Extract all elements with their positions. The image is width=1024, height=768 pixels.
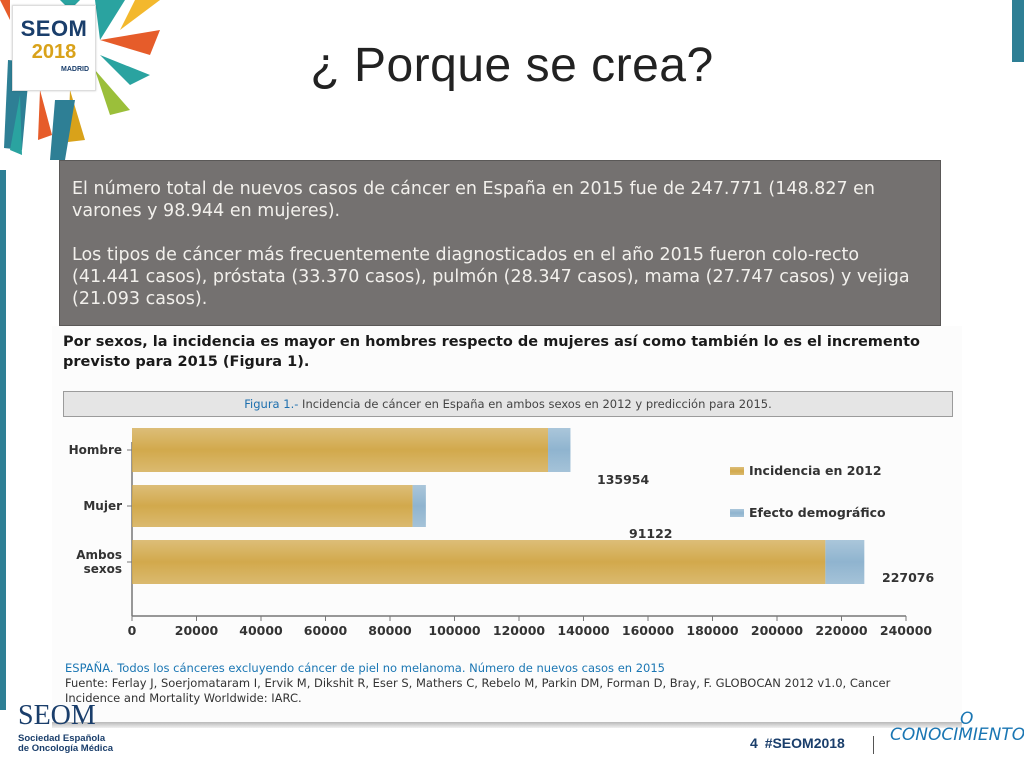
- bar-hombre-efecto-demografico: [548, 428, 571, 472]
- x-tick-label-40000: 40000: [239, 623, 283, 638]
- note-source-cont: Incidence and Mortality Worldwide: IARC.: [65, 691, 302, 705]
- logo-line-1: SEOM: [20, 16, 88, 41]
- category-label-hombre: Hombre: [69, 443, 122, 457]
- page-title: ¿ Porque se crea?: [310, 39, 714, 92]
- figure-caption-text: Incidencia de cáncer en España en ambos …: [302, 397, 772, 411]
- footer-org-name: Sociedad Española de Oncología Médica: [18, 734, 113, 754]
- incidence-bar-chart: Hombre Mujer Ambos sexos 135954 91122 227076 0 2…: [69, 428, 934, 638]
- bar-mujer-efecto-demografico: [412, 485, 426, 527]
- x-tick-label-0: 0: [128, 623, 137, 638]
- x-tick-label-140000: 140000: [557, 623, 609, 638]
- bar-ambos-sexos-incidencia-en-2012: [132, 540, 826, 584]
- hashtag: #SEOM2018: [764, 735, 845, 751]
- footer-org-name-line-2: de Oncología Médica: [18, 743, 114, 754]
- bar-mujer-incidencia-en-2012: [132, 485, 413, 527]
- info-paragraph-2: Los tipos de cáncer más frecuentemente d…: [72, 245, 910, 309]
- figure-caption: Figura 1.- Incidencia de cáncer en Españ…: [63, 391, 953, 417]
- footer-divider: [873, 736, 874, 754]
- category-label-mujer: Mujer: [83, 499, 122, 513]
- x-tick-label-120000: 120000: [493, 623, 545, 638]
- intro-text: Por sexos, la incidencia es mayor en hom…: [63, 334, 920, 370]
- logo-line-2: 2018: [31, 41, 77, 63]
- page-number: 4: [750, 735, 758, 751]
- logo-line-3: MADRID: [61, 66, 89, 73]
- figure-caption-label: Figura 1.-: [244, 397, 299, 411]
- data-label-hombre: 135954: [597, 472, 649, 487]
- x-tick-label-180000: 180000: [686, 623, 738, 638]
- top-right-accent: [1012, 0, 1024, 62]
- x-tick-label-80000: 80000: [368, 623, 412, 638]
- tagline-line-2: CONOCIMIENTO: [890, 725, 1024, 745]
- seom-footer-logo: SEOM Sociedad Española de Oncología Médi…: [14, 700, 134, 760]
- x-tick-label-160000: 160000: [622, 623, 674, 638]
- footer-org-abbr: SEOM: [18, 700, 96, 731]
- category-label-ambos-sexos: Ambos sexos: [76, 548, 122, 576]
- info-paragraph-1: El número total de nuevos casos de cánce…: [72, 179, 876, 221]
- info-box: El número total de nuevos casos de cánce…: [59, 160, 941, 326]
- figure-shadow: [52, 722, 962, 728]
- x-tick-label-20000: 20000: [175, 623, 219, 638]
- x-tick-label-60000: 60000: [304, 623, 348, 638]
- bar-hombre-incidencia-en-2012: [132, 428, 549, 472]
- seom-2018-logo: SEOM 2018 MADRID: [12, 5, 96, 91]
- left-accent-bar: [0, 170, 6, 710]
- note-scope: ESPAÑA. Todos los cánceres excluyendo cá…: [65, 661, 665, 675]
- data-label-ambos-sexos: 227076: [882, 570, 934, 585]
- tagline-line-1: O: [960, 709, 974, 729]
- legend-label-incidencia-en-2012: Incidencia en 2012: [749, 463, 882, 478]
- logo-burst: [0, 0, 160, 160]
- footer-hashtag-block: 4 #SEOM2018: [750, 735, 845, 751]
- bar-ambos-sexos-efecto-demografico: [825, 540, 865, 584]
- footer-org-name-line-1: Sociedad Española: [18, 733, 106, 744]
- x-tick-label-200000: 200000: [751, 623, 803, 638]
- legend-swatch-incidencia-en-2012: [730, 467, 744, 475]
- x-tick-label-100000: 100000: [428, 623, 480, 638]
- note-source: Fuente: Ferlay J, Soerjomataram I, Ervik…: [65, 676, 891, 690]
- data-label-mujer: 91122: [629, 526, 673, 541]
- x-tick-label-220000: 220000: [815, 623, 867, 638]
- x-tick-label-240000: 240000: [880, 623, 932, 638]
- legend-label-efecto-demografico: Efecto demográfico: [749, 505, 886, 520]
- legend-swatch-efecto-demografico: [730, 509, 744, 517]
